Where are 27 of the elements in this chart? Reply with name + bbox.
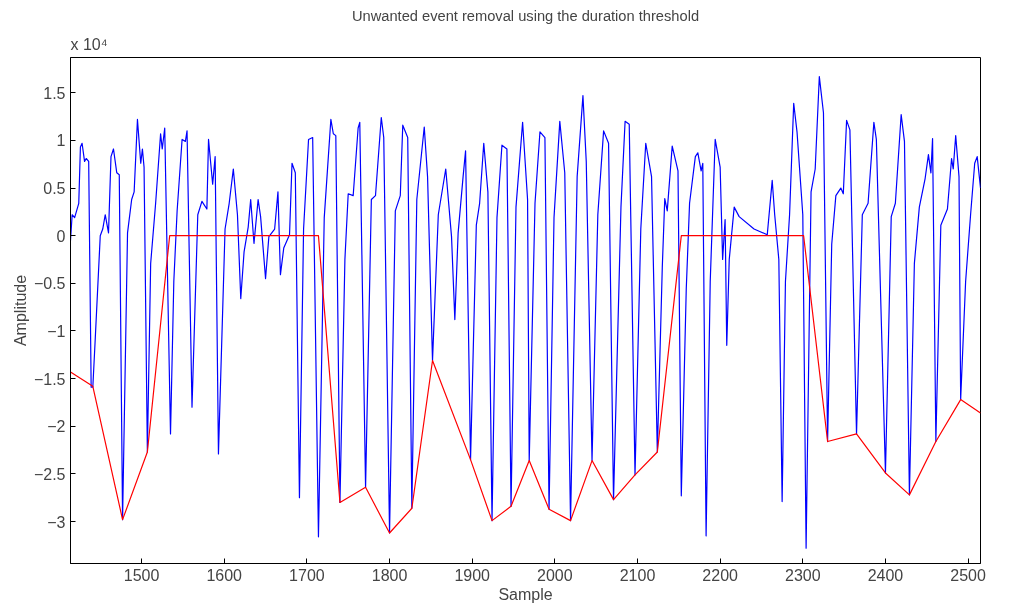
y-tick-label: 1 bbox=[56, 132, 66, 150]
y-tick-label: −0.5 bbox=[33, 275, 66, 293]
y-tick-label: −3 bbox=[47, 513, 66, 531]
line-series bbox=[70, 75, 981, 549]
x-tick-label: 2300 bbox=[785, 566, 821, 584]
x-tick-label: 2100 bbox=[619, 566, 656, 584]
y-tick-label: −2 bbox=[47, 418, 66, 436]
x-tick-label: 1500 bbox=[123, 566, 160, 584]
y-tick-label: −1.5 bbox=[33, 370, 66, 388]
x-tick-label: 1800 bbox=[371, 566, 408, 584]
x-tick-label: 1600 bbox=[206, 566, 243, 584]
chart-title: Unwanted event removal using the duration threshold bbox=[351, 7, 700, 24]
x-tick-label: 2500 bbox=[950, 566, 986, 584]
y-tick-label: 0 bbox=[56, 227, 66, 245]
y-tick-label: 0.5 bbox=[43, 180, 66, 198]
x-axis-title: Sample bbox=[498, 585, 553, 603]
x-tick-label: 2200 bbox=[702, 566, 739, 584]
x-tick-label: 2400 bbox=[867, 566, 904, 584]
y-tick-label: −1 bbox=[47, 322, 66, 340]
x-tick-label: 1900 bbox=[454, 566, 491, 584]
y-axis-title: Amplitude bbox=[11, 274, 29, 347]
text: x 10⁴ bbox=[70, 35, 108, 53]
x-tick-label: 1700 bbox=[289, 566, 325, 584]
y-tick-label: 1.5 bbox=[43, 84, 66, 102]
x-tick-label: 2000 bbox=[537, 566, 573, 584]
y-tick-label: −2.5 bbox=[33, 465, 66, 483]
line-series bbox=[70, 235, 981, 534]
